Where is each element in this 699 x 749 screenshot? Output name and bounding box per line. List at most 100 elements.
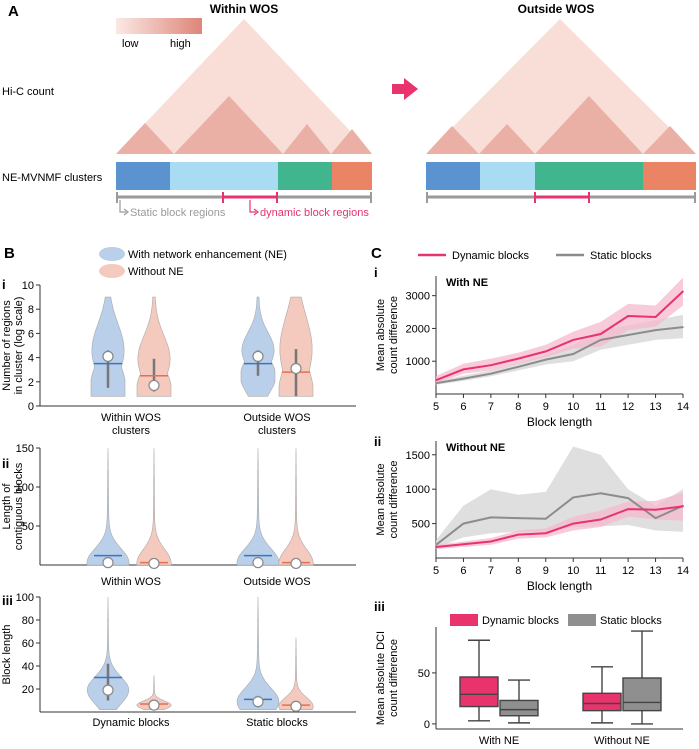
violin-median-dot [102, 684, 114, 696]
data-point [682, 505, 684, 508]
x-tick-label: 9 [543, 565, 549, 577]
data-point [654, 329, 657, 331]
x-tick-label: 14 [677, 565, 689, 577]
y-axis-label: count difference [388, 296, 400, 374]
x-tick-label: 13 [649, 401, 661, 413]
data-point [462, 368, 465, 371]
data-point [544, 350, 547, 353]
legend-dynamic-label: Dynamic blocks [452, 250, 530, 262]
x-tick-label: 14 [677, 401, 689, 413]
violin-ne [236, 597, 280, 710]
data-point [490, 540, 492, 543]
hic-triangle-sub [331, 129, 372, 154]
data-point [627, 334, 629, 336]
panel-c-roman: i [374, 265, 378, 280]
hic-triangle-sub [643, 126, 696, 154]
box-body [622, 677, 662, 712]
title-within-wos: Within WOS [210, 2, 279, 16]
data-point [682, 290, 684, 293]
violin-median-dot [252, 696, 264, 708]
data-point [462, 543, 465, 546]
violin-without [136, 296, 172, 397]
hic-triangle-sub [479, 124, 535, 154]
data-point [517, 357, 520, 360]
x-tick-label: 5 [433, 565, 439, 577]
hic-triangle-sub [116, 123, 174, 154]
x-tick-label: 10 [567, 401, 579, 413]
data-point [544, 517, 547, 520]
data-point [490, 372, 492, 375]
group-label: Outside WOS [243, 576, 310, 588]
x-axis-label: Block length [527, 579, 592, 593]
x-tick-label: 8 [515, 565, 521, 577]
legend-dynamic-label: Dynamic blocks [482, 615, 560, 627]
cluster-segment [332, 162, 372, 190]
series-line-dynamic [435, 505, 684, 548]
data-point [654, 517, 657, 519]
group-label: clusters [258, 425, 296, 437]
x-tick-label: 12 [622, 565, 634, 577]
y-axis-label: count difference [388, 639, 400, 717]
y-tick-label: 80 [22, 615, 34, 627]
legend-static-label: Static blocks [600, 615, 662, 627]
data-point [544, 532, 547, 535]
data-point [462, 522, 465, 525]
data-point [627, 315, 629, 317]
hic-color-legend-bar [116, 18, 202, 34]
y-tick-label: 60 [22, 638, 34, 650]
panel-c-roman: ii [374, 434, 381, 449]
panel-c: C Dynamic blocks Static blocks i With NE 5… [371, 245, 689, 747]
data-point [572, 339, 575, 341]
box-body [499, 699, 539, 717]
violin-ne [236, 448, 280, 566]
y-tick-label: 10 [22, 280, 34, 292]
y-tick-label: 20 [22, 684, 34, 696]
x-tick-label: 7 [488, 565, 494, 577]
x-tick-label: 10 [567, 565, 579, 577]
x-tick-label: 7 [488, 401, 494, 413]
y-tick-label: 6 [28, 328, 34, 340]
y-axis-label: count difference [388, 460, 400, 538]
hic-triangle-large-within [116, 19, 372, 154]
data-point [435, 544, 437, 546]
data-point [572, 496, 575, 499]
panel-c-roman: iii [374, 599, 385, 614]
panel-b-i: i Number of regions in cluster (log scale)… [1, 277, 356, 437]
data-point [627, 508, 629, 510]
y-tick-label: 8 [28, 304, 34, 316]
violin-median-dot [252, 557, 264, 569]
y-tick-label: 2 [28, 377, 34, 389]
panel-c-letter: C [371, 245, 382, 262]
y-tick-label: 50 [22, 521, 34, 533]
y-tick-label: 3000 [406, 291, 430, 303]
panel-b-iii: iii Block length 20 40 60 80 100 Dynamic blocks… [1, 592, 356, 729]
violin-median-dot [252, 350, 264, 362]
data-point [599, 333, 602, 335]
subplot-title: With NE [446, 277, 488, 289]
title-outside-wos: Outside WOS [518, 2, 595, 16]
legend-ne-swatch [99, 247, 125, 261]
legend-without-ne-swatch [99, 264, 125, 278]
y-tick-label: 50 [418, 668, 430, 680]
region-bracket-outside [426, 192, 696, 203]
region-bracket-within [116, 192, 372, 216]
violin-ne [86, 597, 130, 710]
data-point [654, 316, 657, 318]
confidence-band-dynamic [436, 492, 683, 550]
hic-count-label: Hi-C count [2, 86, 54, 98]
data-point [435, 546, 437, 548]
panel-a-letter: A [8, 3, 19, 20]
box-body [582, 692, 622, 712]
legend-dynamic-swatch [450, 614, 478, 626]
x-tick-label: 8 [515, 401, 521, 413]
cluster-segment [426, 162, 480, 190]
violin-ne [86, 448, 130, 566]
confidence-band-static [436, 446, 683, 548]
violin-median-dot [102, 350, 114, 362]
x-tick-label: 11 [595, 565, 606, 577]
x-category-label: Without NE [594, 735, 650, 747]
cluster-segment [480, 162, 535, 190]
cluster-segment [535, 162, 643, 190]
